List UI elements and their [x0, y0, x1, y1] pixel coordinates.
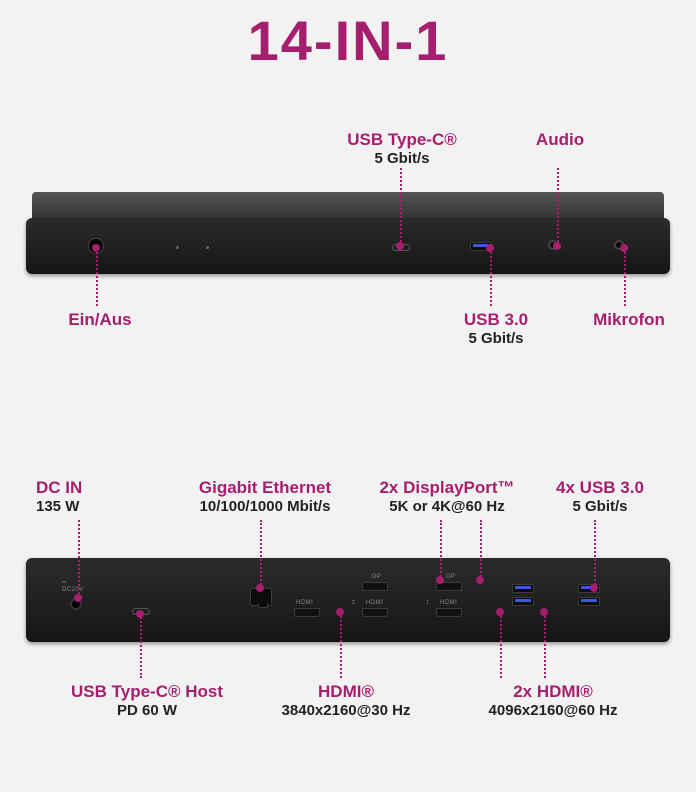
callout-dot [476, 576, 484, 584]
callout-dot [486, 244, 494, 252]
label-sub: 3840x2160@30 Hz [256, 702, 436, 720]
label-dcin: DC IN 135 W [36, 478, 126, 516]
label-sub: 5 Gbit/s [338, 150, 466, 168]
label-name: 2x HDMI® [458, 682, 648, 702]
port-text: DP [446, 574, 455, 580]
callout-dot [74, 594, 82, 602]
label-usb3-front: USB 3.0 5 Gbit/s [446, 310, 546, 348]
label-sub: 135 W [36, 498, 126, 516]
callout-dot [336, 608, 344, 616]
port-text: 1 [426, 600, 429, 606]
callout-line [490, 248, 492, 306]
callout-line [78, 520, 80, 598]
callout-dot [540, 608, 548, 616]
label-name: USB Type-C® [338, 130, 466, 150]
label-name: USB 3.0 [446, 310, 546, 330]
label-audio-front: Audio [520, 130, 600, 150]
callout-line [594, 520, 596, 588]
usb3-port [578, 597, 600, 606]
callout-line [340, 612, 342, 678]
hdmi-port [436, 608, 462, 617]
hdmi-port [362, 608, 388, 617]
label-dp: 2x DisplayPort™ 5K or 4K@60 Hz [362, 478, 532, 516]
label-mic: Mikrofon [574, 310, 684, 330]
label-sub: 5 Gbit/s [540, 498, 660, 516]
label-gbe: Gigabit Ethernet 10/100/1000 Mbit/s [170, 478, 360, 516]
callout-line [624, 248, 626, 306]
label-name: HDMI® [256, 682, 436, 702]
callout-line [557, 168, 559, 246]
port-text: HDMI [440, 600, 457, 606]
label-host: USB Type-C® Host PD 60 W [52, 682, 242, 720]
dp-port [362, 582, 388, 591]
usb3-stack [512, 584, 534, 610]
callout-line [96, 248, 98, 306]
callout-dot [436, 576, 444, 584]
callout-dot [590, 584, 598, 592]
port-text: HDMI [366, 600, 383, 606]
label-usb3x4: 4x USB 3.0 5 Gbit/s [540, 478, 660, 516]
port-text: ⎓DC20V [62, 580, 84, 593]
label-name: Mikrofon [574, 310, 684, 330]
callout-dot [92, 244, 100, 252]
callout-line [440, 520, 442, 580]
callout-line [480, 520, 482, 580]
callout-line [400, 168, 402, 246]
callout-dot [620, 244, 628, 252]
label-sub: PD 60 W [52, 702, 242, 720]
callout-dot [496, 608, 504, 616]
label-sub: 5K or 4K@60 Hz [362, 498, 532, 516]
device-front-lid [32, 192, 664, 218]
callout-line [140, 614, 142, 678]
port-text: 2 [352, 600, 355, 606]
device-front [26, 218, 670, 274]
device-rear: ⎓DC20V HDMI DP 2 HDMI DP 1 HDMI [26, 558, 670, 642]
label-name: 4x USB 3.0 [540, 478, 660, 498]
label-sub: 5 Gbit/s [446, 330, 546, 348]
hdmi-port [294, 608, 320, 617]
callout-dot [553, 242, 561, 250]
label-name: 2x DisplayPort™ [362, 478, 532, 498]
label-name: DC IN [36, 478, 126, 498]
usb3-port [512, 597, 534, 606]
callout-dot [136, 610, 144, 618]
label-hdmi2: 2x HDMI® 4096x2160@60 Hz [458, 682, 648, 720]
label-power: Ein/Aus [50, 310, 150, 330]
label-usbc-front: USB Type-C® 5 Gbit/s [338, 130, 466, 168]
led-icon [176, 246, 179, 249]
callout-line [260, 520, 262, 588]
label-sub: 4096x2160@60 Hz [458, 702, 648, 720]
label-name: Gigabit Ethernet [170, 478, 360, 498]
port-text: HDMI [296, 600, 313, 606]
usb3-port [512, 584, 534, 593]
callout-line [544, 612, 546, 678]
label-sub: 10/100/1000 Mbit/s [170, 498, 360, 516]
callout-dot [396, 242, 404, 250]
callout-dot [256, 584, 264, 592]
label-name: Ein/Aus [50, 310, 150, 330]
port-text: DP [372, 574, 381, 580]
label-hdmi1: HDMI® 3840x2160@30 Hz [256, 682, 436, 720]
led-icon [206, 246, 209, 249]
callout-line [500, 612, 502, 678]
label-name: USB Type-C® Host [52, 682, 242, 702]
headline: 14-IN-1 [248, 8, 449, 73]
label-name: Audio [520, 130, 600, 150]
